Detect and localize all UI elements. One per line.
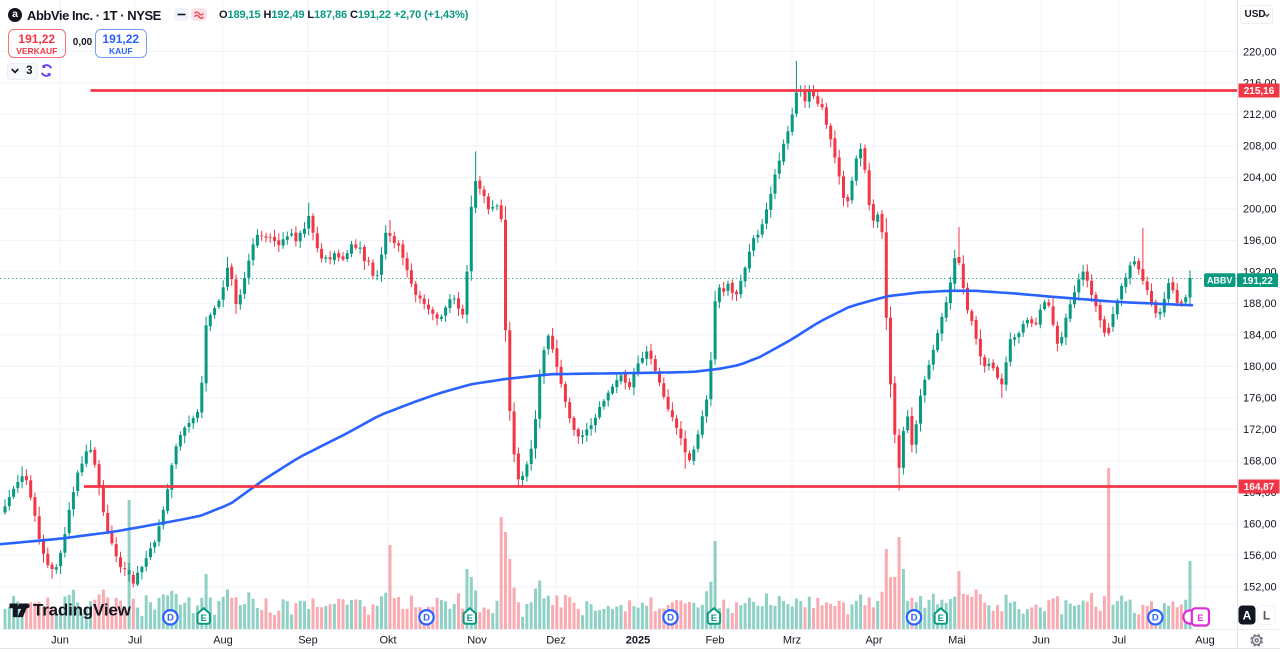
svg-text:176,00: 176,00 (1243, 393, 1277, 405)
svg-text:Okt: Okt (379, 635, 396, 647)
svg-text:D: D (167, 613, 174, 624)
svg-text:D: D (911, 613, 918, 624)
svg-text:160,00: 160,00 (1243, 519, 1277, 531)
svg-text:172,00: 172,00 (1243, 424, 1277, 436)
svg-text:188,00: 188,00 (1243, 298, 1277, 310)
svg-text:Dez: Dez (546, 635, 566, 647)
svg-text:TradingView: TradingView (33, 601, 132, 620)
svg-text:Jun: Jun (51, 635, 69, 647)
svg-text:E: E (1197, 613, 1203, 624)
svg-text:212,00: 212,00 (1243, 109, 1277, 121)
svg-text:E: E (711, 613, 717, 624)
svg-text:A: A (1243, 608, 1252, 622)
svg-text:D: D (423, 613, 430, 624)
svg-text:D: D (667, 613, 674, 624)
svg-text:ABBV: ABBV (1207, 276, 1233, 286)
svg-text:156,00: 156,00 (1243, 550, 1277, 562)
svg-text:Apr: Apr (865, 635, 882, 647)
svg-text:152,00: 152,00 (1243, 582, 1277, 594)
svg-text:164,87: 164,87 (1244, 482, 1275, 493)
svg-text:E: E (201, 613, 207, 624)
svg-text:2025: 2025 (626, 635, 650, 647)
svg-text:184,00: 184,00 (1243, 330, 1277, 342)
svg-text:220,00: 220,00 (1243, 46, 1277, 58)
svg-text:208,00: 208,00 (1243, 141, 1277, 153)
svg-text:Feb: Feb (706, 635, 725, 647)
svg-text:Jun: Jun (1032, 635, 1050, 647)
svg-text:E: E (938, 613, 944, 624)
svg-text:Jul: Jul (128, 635, 142, 647)
svg-text:L: L (1263, 608, 1270, 622)
svg-text:E: E (467, 613, 473, 624)
svg-text:Sep: Sep (298, 635, 318, 647)
svg-text:191,22: 191,22 (1242, 276, 1273, 287)
svg-text:204,00: 204,00 (1243, 172, 1277, 184)
svg-text:D: D (1152, 613, 1159, 624)
svg-text:196,00: 196,00 (1243, 235, 1277, 247)
svg-text:180,00: 180,00 (1243, 361, 1277, 373)
svg-text:200,00: 200,00 (1243, 204, 1277, 216)
svg-text:Nov: Nov (467, 635, 487, 647)
svg-text:Aug: Aug (213, 635, 233, 647)
svg-text:Aug: Aug (1195, 635, 1215, 647)
svg-text:Jul: Jul (1112, 635, 1126, 647)
svg-text:168,00: 168,00 (1243, 456, 1277, 468)
svg-text:Mrz: Mrz (783, 635, 801, 647)
svg-text:Mai: Mai (948, 635, 966, 647)
svg-text:215,16: 215,16 (1244, 86, 1275, 97)
